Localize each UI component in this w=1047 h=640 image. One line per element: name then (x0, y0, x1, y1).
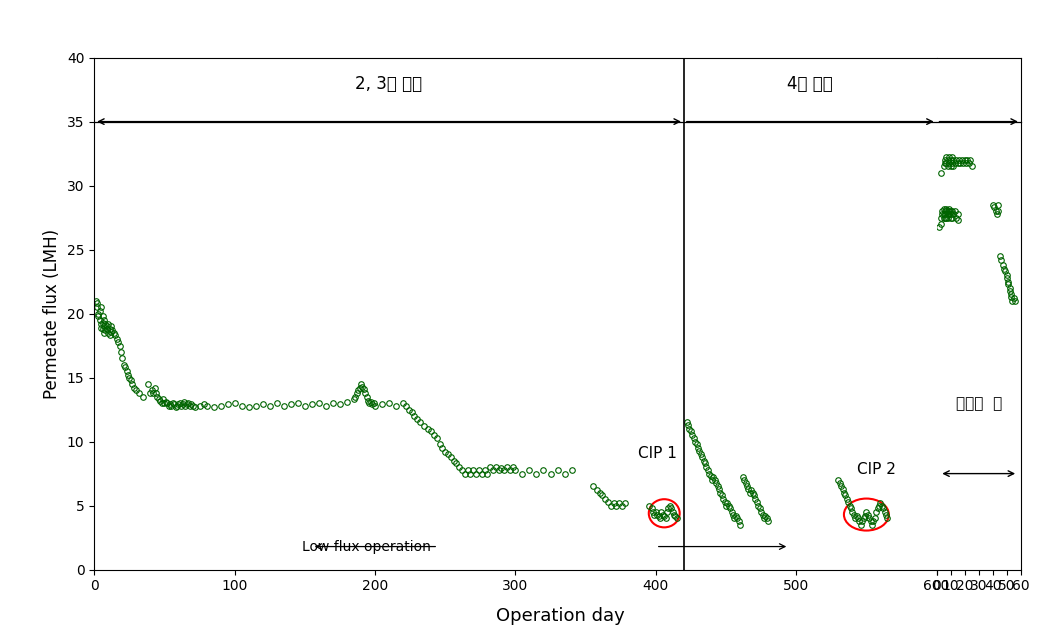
Text: 2, 3자 년도: 2, 3자 년도 (356, 76, 423, 93)
Text: 4자 년도: 4자 년도 (787, 76, 833, 93)
Text: CIP 1: CIP 1 (638, 446, 676, 461)
Text: 막교체  후: 막교체 후 (956, 396, 1002, 411)
Text: Operation day: Operation day (496, 607, 624, 625)
Text: CIP 2: CIP 2 (856, 463, 895, 477)
Y-axis label: Permeate flux (LMH): Permeate flux (LMH) (43, 228, 62, 399)
Text: Low flux operation: Low flux operation (303, 540, 431, 554)
